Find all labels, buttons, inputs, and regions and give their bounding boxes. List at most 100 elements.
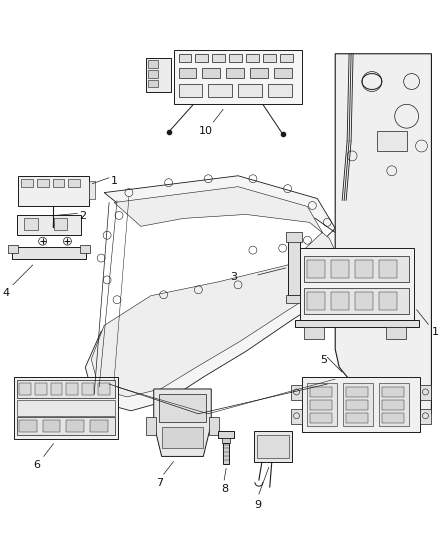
Bar (67, 419, 84, 432)
Bar (288, 240, 300, 295)
Bar (17, 215, 81, 235)
Bar (263, 54, 276, 62)
Bar (274, 68, 292, 78)
Bar (21, 179, 33, 187)
Bar (35, 383, 46, 395)
Bar (307, 292, 325, 310)
Bar (179, 84, 202, 98)
Bar (286, 295, 301, 303)
Bar (37, 179, 49, 187)
Bar (98, 383, 110, 395)
Bar (331, 292, 349, 310)
Bar (420, 409, 431, 424)
Bar (300, 248, 413, 320)
Text: 1: 1 (431, 327, 438, 337)
Bar (290, 409, 303, 424)
Text: 3: 3 (230, 272, 237, 282)
Bar (379, 292, 397, 310)
Bar (17, 400, 115, 416)
Bar (146, 58, 170, 92)
Bar (19, 419, 37, 432)
Bar (331, 260, 349, 278)
Text: 4: 4 (3, 288, 10, 298)
Bar (346, 400, 368, 410)
Text: 9: 9 (254, 500, 261, 510)
Bar (17, 417, 115, 434)
Bar (223, 442, 229, 464)
Bar (226, 68, 244, 78)
Bar (238, 84, 262, 98)
Polygon shape (335, 54, 431, 414)
Bar (382, 400, 404, 410)
Polygon shape (91, 187, 339, 397)
Text: 1: 1 (111, 176, 118, 186)
Bar (307, 260, 325, 278)
Bar (89, 181, 95, 199)
Bar (212, 54, 225, 62)
Bar (311, 400, 332, 410)
Bar (209, 417, 219, 434)
Bar (379, 383, 409, 426)
Bar (82, 383, 94, 395)
Bar (8, 245, 18, 253)
Bar (208, 84, 232, 98)
Bar (90, 419, 108, 432)
Bar (382, 413, 404, 423)
Bar (254, 431, 292, 463)
Polygon shape (154, 389, 211, 456)
Bar (379, 260, 397, 278)
Text: 10: 10 (198, 126, 212, 136)
Bar (257, 434, 289, 458)
Bar (420, 385, 431, 400)
Bar (286, 232, 301, 242)
Bar (222, 438, 230, 442)
Bar (280, 54, 293, 62)
Bar (53, 179, 64, 187)
Bar (311, 413, 332, 423)
Bar (162, 427, 203, 448)
Bar (355, 260, 373, 278)
Bar (346, 387, 368, 397)
Bar (12, 247, 86, 259)
Bar (290, 385, 303, 400)
Bar (295, 320, 419, 327)
Bar (18, 176, 89, 206)
Bar (17, 380, 115, 398)
Bar (148, 70, 158, 78)
Bar (218, 431, 234, 438)
Text: 7: 7 (156, 478, 163, 488)
Bar (146, 417, 156, 434)
Bar (42, 419, 60, 432)
Bar (19, 383, 31, 395)
Bar (179, 68, 196, 78)
Bar (202, 68, 220, 78)
Bar (24, 219, 38, 230)
Bar (307, 383, 337, 426)
Text: 6: 6 (34, 461, 41, 471)
Polygon shape (173, 50, 303, 104)
Bar (355, 292, 373, 310)
Bar (303, 377, 420, 432)
Bar (304, 256, 409, 282)
Bar (346, 413, 368, 423)
Bar (148, 79, 158, 87)
Bar (49, 223, 57, 227)
Bar (159, 394, 206, 422)
Bar (195, 54, 208, 62)
Bar (343, 383, 373, 426)
Bar (80, 245, 90, 253)
Bar (311, 387, 332, 397)
Bar (386, 327, 406, 340)
Bar (268, 84, 292, 98)
Bar (179, 54, 191, 62)
Polygon shape (85, 176, 352, 411)
Text: 8: 8 (221, 484, 228, 494)
Bar (304, 327, 324, 340)
Bar (377, 131, 406, 151)
Bar (250, 68, 268, 78)
Bar (67, 383, 78, 395)
Bar (50, 383, 63, 395)
Bar (382, 387, 404, 397)
Bar (53, 219, 67, 230)
Bar (148, 60, 158, 68)
